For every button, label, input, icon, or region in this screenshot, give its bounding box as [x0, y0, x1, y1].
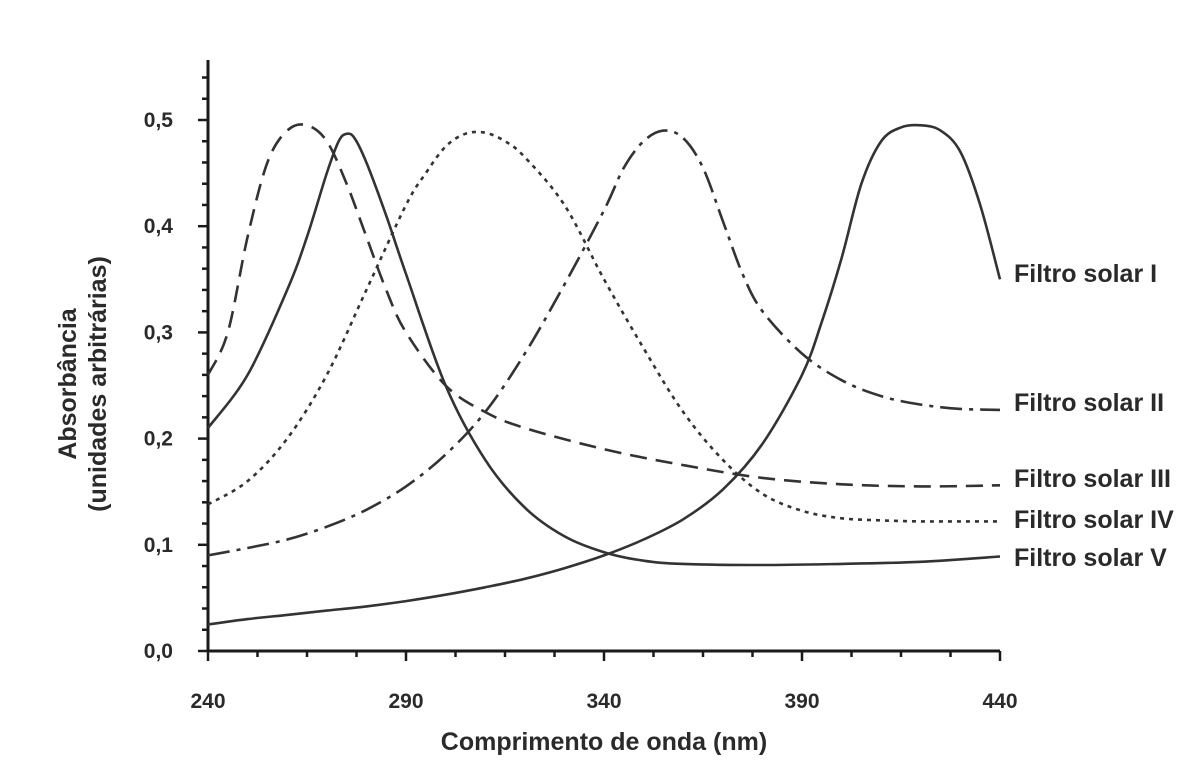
y-tick-label: 0,2: [144, 428, 173, 451]
series-line-filtro-solar-iii: [206, 123, 1001, 488]
y-tick-label: 0,3: [144, 321, 173, 344]
series-label-filtro-solar-ii: Filtro solar II: [1014, 389, 1164, 417]
x-tick-label: 290: [388, 690, 423, 713]
ticks: 240 290 340 390 440 0,0 0,1 0,2 0,3 0,4 0,5: [144, 76, 1018, 713]
x-tick-label: 240: [190, 690, 225, 713]
y-tick-label: 0,5: [144, 109, 174, 132]
x-axis-title: Comprimento de onda (nm): [441, 728, 767, 756]
y-axis-title-line2: (unidades arbitrárias): [84, 256, 112, 512]
y-tick-label: 0,0: [144, 640, 173, 663]
series-line-filtro-solar-v: [206, 132, 1001, 567]
series-label-filtro-solar-iv: Filtro solar IV: [1014, 506, 1174, 534]
x-tick-label: 440: [982, 690, 1017, 713]
y-axis-title: Absorbância (unidades arbitrárias): [54, 256, 112, 512]
series-label-filtro-solar-v: Filtro solar V: [1014, 544, 1167, 572]
series-line-filtro-solar-ii: [207, 129, 1001, 557]
x-tick-label: 390: [784, 690, 819, 713]
series-line-filtro-solar-iv: [207, 130, 1000, 523]
series-label-filtro-solar-iii: Filtro solar III: [1014, 465, 1171, 493]
y-axis-title-line1: Absorbância: [54, 307, 82, 460]
y-tick-label: 0,4: [144, 215, 174, 238]
y-tick-label: 0,1: [144, 534, 174, 557]
series-label-filtro-solar-i: Filtro solar I: [1014, 260, 1157, 288]
x-tick-label: 340: [586, 690, 621, 713]
series-labels: Filtro solar I Filtro solar II Filtro sola…: [1014, 260, 1174, 572]
curves: [206, 123, 1002, 626]
series-line-filtro-solar-i: [207, 123, 1002, 626]
